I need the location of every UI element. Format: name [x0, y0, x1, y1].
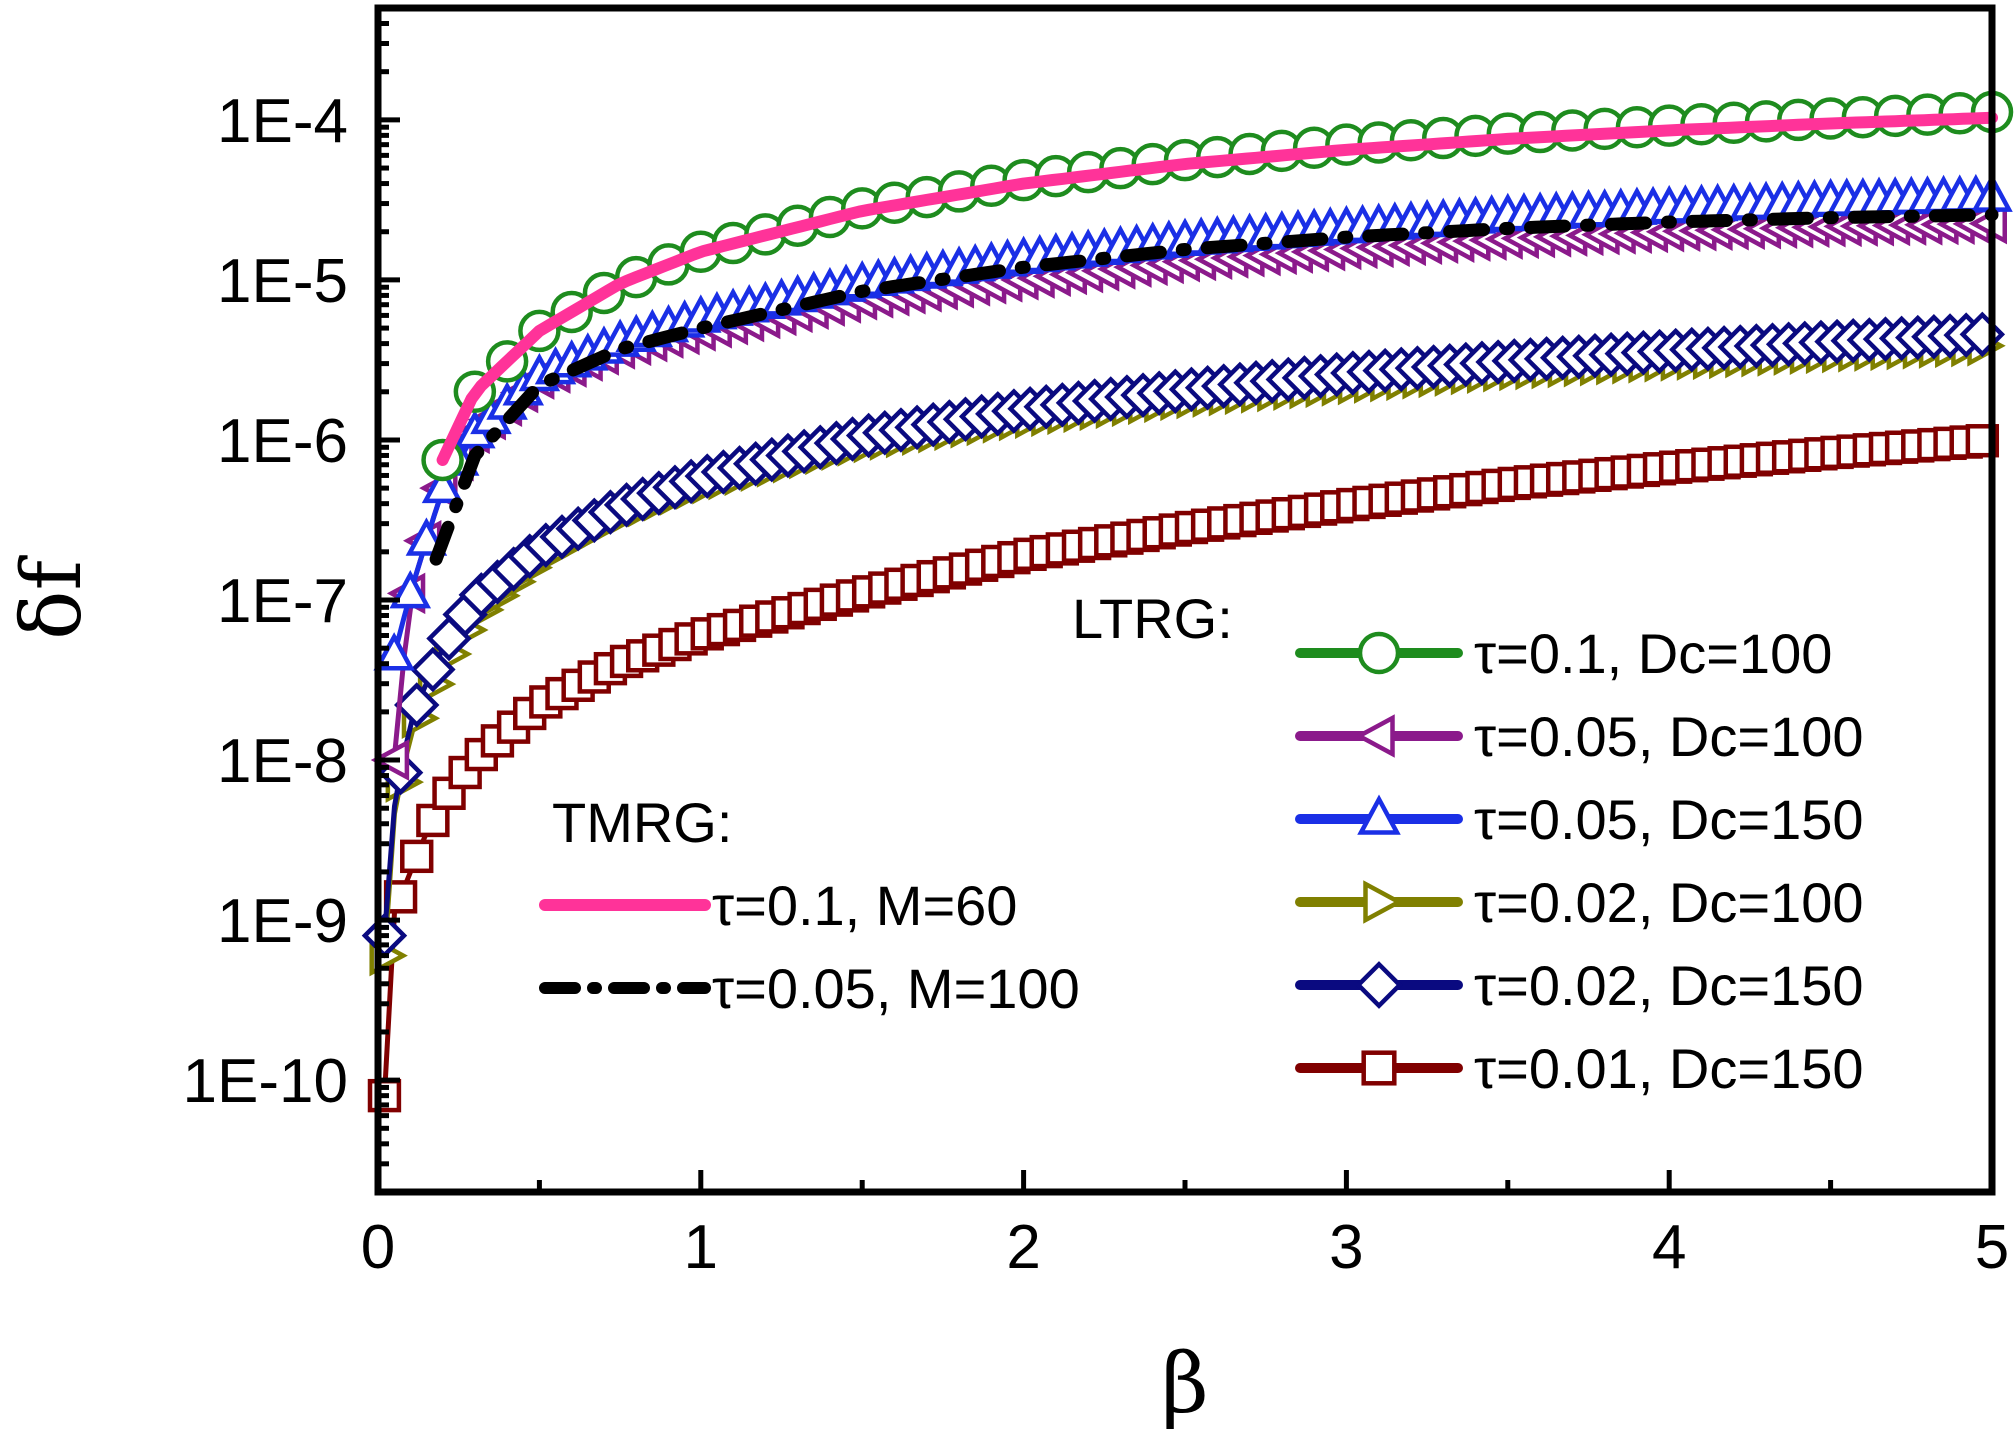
- legend-entry-4: τ=0.02, Dc=150: [1295, 954, 1864, 1017]
- y-tick-label: 1E-6: [217, 407, 348, 476]
- legend-label: τ=0.02, Dc=150: [1474, 954, 1864, 1017]
- legend-label: τ=0.1, M=60: [712, 874, 1017, 937]
- data-point: [400, 839, 434, 874]
- series-layer: [361, 90, 2014, 1113]
- legend-heading-ltrg: LTRG:: [1072, 587, 1233, 650]
- legend-label: τ=0.05, Dc=150: [1474, 788, 1864, 851]
- series-0: [421, 90, 2014, 482]
- data-point: [373, 632, 415, 671]
- x-axis-title: β: [1161, 1337, 1208, 1432]
- legend-entry-7: τ=0.05, M=100: [539, 957, 1080, 1020]
- legend-label: τ=0.01, Dc=150: [1474, 1037, 1864, 1100]
- series-5: [367, 424, 2000, 1113]
- series-7: [429, 208, 1999, 566]
- legend-marker: [1355, 961, 1403, 1009]
- y-tick-label: 1E-8: [217, 727, 348, 796]
- series-line-6: [436, 111, 1998, 466]
- legend-label: τ=0.05, Dc=100: [1474, 705, 1864, 768]
- y-tick-label: 1E-7: [217, 567, 348, 636]
- data-point: [389, 569, 432, 609]
- legend-marker: [1357, 631, 1401, 675]
- data-point: [416, 803, 450, 838]
- ticks-layer: [375, 5, 1995, 1195]
- legend-label: τ=0.02, Dc=100: [1474, 871, 1864, 934]
- series-6: [436, 111, 1998, 466]
- y-tick-label: 1E-9: [217, 887, 348, 956]
- legend-layer: LTRG: τ=0.1, Dc=100 τ=0.05, Dc=100 τ=0.05, …: [539, 587, 1864, 1100]
- legend-entry-6: τ=0.1, M=60: [539, 874, 1017, 937]
- x-tick-label: 2: [1006, 1213, 1040, 1282]
- legend-heading-tmrg: TMRG:: [552, 791, 732, 854]
- legend-marker: [1354, 714, 1395, 758]
- x-tick-label: 5: [1975, 1213, 2009, 1282]
- x-tick-label: 0: [361, 1213, 395, 1282]
- x-tick-label: 3: [1329, 1213, 1363, 1282]
- legend-entry-0: τ=0.1, Dc=100: [1295, 622, 1832, 685]
- data-point: [394, 682, 440, 728]
- legend-marker: [1357, 794, 1401, 835]
- labels-layer: 0 1 2 3 4 5 1E-10 1E-9 1E-8 1E-7 1E-6 1E-5 1E-4 β δf: [5, 87, 2009, 1432]
- legend-marker: [1363, 880, 1404, 924]
- series-line-7: [429, 208, 1999, 566]
- legend-entry-1: τ=0.05, Dc=100: [1295, 705, 1864, 768]
- data-point: [410, 646, 456, 693]
- x-tick-label: 4: [1652, 1213, 1686, 1282]
- y-tick-label: 1E-10: [183, 1047, 348, 1116]
- data-point: [421, 464, 464, 504]
- legend-marker: [1361, 1050, 1397, 1086]
- legend-entry-3: τ=0.02, Dc=100: [1295, 871, 1864, 934]
- legend-entry-2: τ=0.05, Dc=150: [1295, 788, 1864, 851]
- x-tick-label: 1: [684, 1213, 718, 1282]
- y-axis-title: δf: [5, 554, 100, 639]
- legend-entry-5: τ=0.01, Dc=150: [1295, 1037, 1864, 1100]
- legend-label: τ=0.05, M=100: [712, 957, 1080, 1020]
- y-tick-label: 1E-5: [217, 247, 348, 316]
- y-tick-label: 1E-4: [217, 87, 348, 156]
- legend-label: τ=0.1, Dc=100: [1474, 622, 1832, 685]
